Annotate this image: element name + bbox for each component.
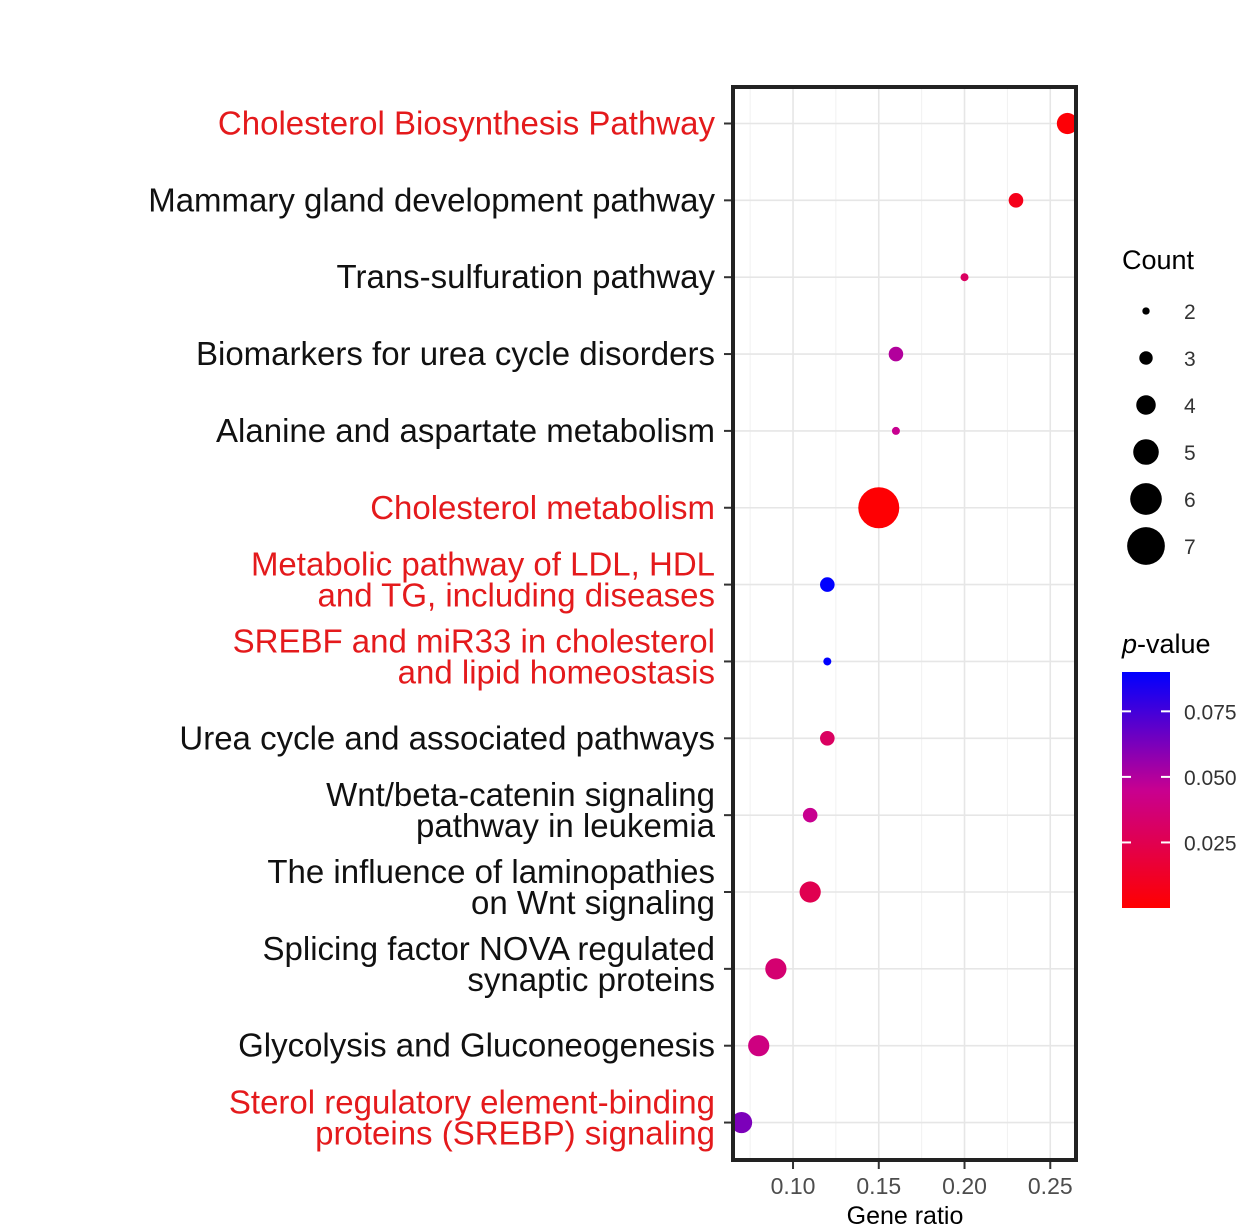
data-point xyxy=(960,273,969,282)
data-point xyxy=(1008,193,1024,208)
data-point xyxy=(802,807,818,823)
y-tick-label: Metabolic pathway of LDL, HDL xyxy=(251,546,715,583)
x-axis-title: Gene ratio xyxy=(847,1202,964,1226)
y-tick-label: Cholesterol Biosynthesis Pathway xyxy=(218,105,716,142)
data-point xyxy=(891,426,900,435)
size-legend-label: 4 xyxy=(1184,395,1196,418)
size-legend-key xyxy=(1136,395,1156,415)
grid xyxy=(733,87,1076,1160)
x-tick-label: 0.10 xyxy=(771,1173,816,1199)
y-tick-label: Cholesterol metabolism xyxy=(370,489,715,526)
color-legend-label: 0.050 xyxy=(1184,767,1237,790)
y-axis-labels: Cholesterol Biosynthesis Pathway Mammary … xyxy=(148,105,731,1152)
data-point xyxy=(823,657,832,666)
size-legend-key xyxy=(1139,351,1153,365)
size-legend-key xyxy=(1130,483,1162,515)
y-tick-label: Wnt/beta-catenin signaling xyxy=(326,776,715,813)
size-legend-key xyxy=(1127,527,1165,565)
y-tick-label: Splicing factor NOVA regulated xyxy=(263,930,715,967)
y-tick-label: Sterol regulatory element-binding xyxy=(229,1084,715,1121)
size-legend-title: Count xyxy=(1122,245,1195,275)
data-point xyxy=(820,577,835,592)
y-tick-label: Biomarkers for urea cycle disorders xyxy=(196,335,715,372)
color-legend-label: 0.075 xyxy=(1184,701,1237,724)
y-tick-label: Trans-sulfuration pathway xyxy=(337,258,716,295)
points xyxy=(730,112,1079,1134)
y-tick-label: Urea cycle and associated pathways xyxy=(179,719,715,756)
data-point xyxy=(765,958,787,980)
size-legend-key xyxy=(1133,439,1159,465)
size-legend-key xyxy=(1142,307,1150,315)
plot-panel-border xyxy=(731,85,1078,1162)
data-point xyxy=(730,1111,753,1134)
size-legend-label: 7 xyxy=(1184,536,1196,559)
size-legend: Count 2 3 4 5 6 7 xyxy=(1122,245,1196,565)
data-point xyxy=(799,881,821,903)
size-legend-label: 5 xyxy=(1184,442,1196,465)
y-tick-label: synaptic proteins xyxy=(467,961,715,998)
data-point xyxy=(1056,112,1079,135)
y-tick-label: and TG, including diseases xyxy=(318,577,715,614)
x-axis: 0.10 0.15 0.20 0.25 xyxy=(771,1162,1073,1199)
color-legend-label: 0.025 xyxy=(1184,832,1237,855)
data-point xyxy=(888,346,904,362)
y-tick-label: and lipid homeostasis xyxy=(398,653,715,690)
x-tick-label: 0.20 xyxy=(942,1173,987,1199)
y-tick-label: pathway in leukemia xyxy=(416,807,716,844)
y-tick-label: on Wnt signaling xyxy=(471,884,715,921)
y-tick-label: proteins (SREBP) signaling xyxy=(315,1115,715,1152)
size-legend-label: 2 xyxy=(1184,301,1196,324)
y-tick-label: Glycolysis and Gluconeogenesis xyxy=(238,1027,715,1064)
color-legend: p-value 0.075 0.050 0.025 xyxy=(1121,629,1237,908)
x-tick-label: 0.15 xyxy=(856,1173,901,1199)
y-tick-label: Mammary gland development pathway xyxy=(148,181,715,218)
x-tick-label: 0.25 xyxy=(1028,1173,1073,1199)
data-point xyxy=(858,487,900,529)
y-tick-label: Alanine and aspartate metabolism xyxy=(216,412,715,449)
size-legend-label: 6 xyxy=(1184,489,1196,512)
color-bar xyxy=(1122,672,1170,908)
data-point xyxy=(820,731,835,746)
y-tick-label: SREBF and miR33 in cholesterol xyxy=(233,622,715,659)
y-tick-label: The influence of laminopathies xyxy=(267,853,715,890)
data-point xyxy=(748,1035,770,1057)
color-legend-title: p-value xyxy=(1121,629,1211,659)
size-legend-label: 3 xyxy=(1184,348,1196,371)
